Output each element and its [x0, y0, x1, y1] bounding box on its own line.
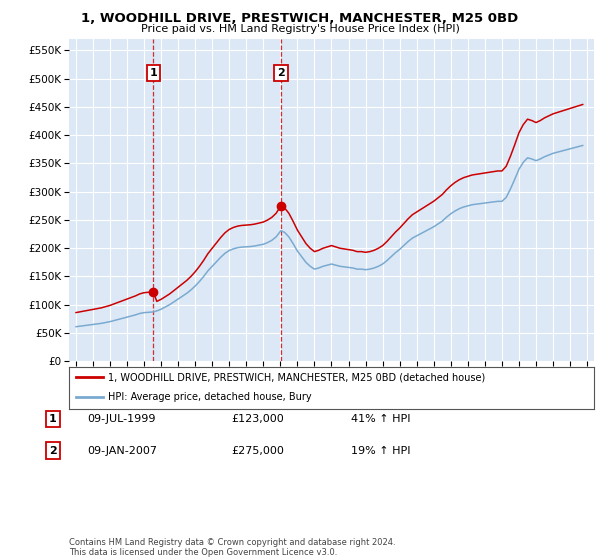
Text: 1, WOODHILL DRIVE, PRESTWICH, MANCHESTER, M25 0BD: 1, WOODHILL DRIVE, PRESTWICH, MANCHESTER…	[82, 12, 518, 25]
Text: Price paid vs. HM Land Registry's House Price Index (HPI): Price paid vs. HM Land Registry's House …	[140, 24, 460, 34]
Text: 41% ↑ HPI: 41% ↑ HPI	[351, 414, 410, 424]
Text: £123,000: £123,000	[231, 414, 284, 424]
Text: 2: 2	[49, 446, 56, 456]
Text: 1: 1	[149, 68, 157, 78]
Text: 2: 2	[277, 68, 285, 78]
Text: 1, WOODHILL DRIVE, PRESTWICH, MANCHESTER, M25 0BD (detached house): 1, WOODHILL DRIVE, PRESTWICH, MANCHESTER…	[109, 372, 485, 382]
Text: 09-JUL-1999: 09-JUL-1999	[87, 414, 155, 424]
Text: 19% ↑ HPI: 19% ↑ HPI	[351, 446, 410, 456]
Text: HPI: Average price, detached house, Bury: HPI: Average price, detached house, Bury	[109, 392, 312, 402]
Text: 09-JAN-2007: 09-JAN-2007	[87, 446, 157, 456]
Text: £275,000: £275,000	[231, 446, 284, 456]
Text: Contains HM Land Registry data © Crown copyright and database right 2024.
This d: Contains HM Land Registry data © Crown c…	[69, 538, 395, 557]
Text: 1: 1	[49, 414, 56, 424]
